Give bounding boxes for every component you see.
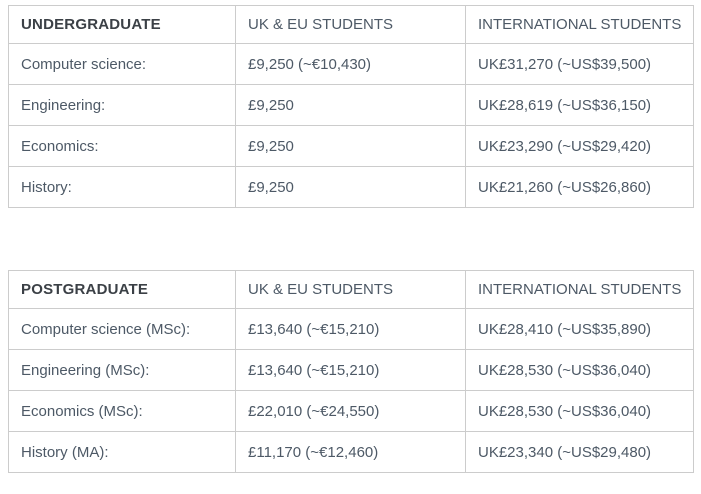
table-header-row: UNDERGRADUATE UK & EU STUDENTS INTERNATI…	[8, 5, 694, 44]
international-fee-cell: UK£28,530 (~US$36,040)	[465, 390, 694, 432]
table-row: Economics (MSc): £22,010 (~€24,550) UK£2…	[8, 390, 694, 432]
subject-cell: Engineering (MSc):	[8, 349, 236, 391]
subject-cell: History:	[8, 166, 236, 208]
table-row: History: £9,250 UK£21,260 (~US$26,860)	[8, 166, 694, 208]
uk-eu-fee-cell: £9,250	[235, 166, 466, 208]
tuition-fees-page: UNDERGRADUATE UK & EU STUDENTS INTERNATI…	[0, 5, 701, 494]
subject-cell: Economics (MSc):	[8, 390, 236, 432]
uk-eu-fee-cell: £11,170 (~€12,460)	[235, 431, 466, 473]
table-row: Engineering (MSc): £13,640 (~€15,210) UK…	[8, 349, 694, 391]
international-fee-cell: UK£28,530 (~US$36,040)	[465, 349, 694, 391]
subject-cell: Engineering:	[8, 84, 236, 126]
table-header-row: POSTGRADUATE UK & EU STUDENTS INTERNATIO…	[8, 270, 694, 309]
uk-eu-fee-cell: £9,250 (~€10,430)	[235, 43, 466, 85]
uk-eu-fee-cell: £9,250	[235, 84, 466, 126]
international-fee-cell: UK£31,270 (~US$39,500)	[465, 43, 694, 85]
uk-eu-fee-cell: £13,640 (~€15,210)	[235, 349, 466, 391]
subject-cell: Computer science:	[8, 43, 236, 85]
international-students-header: INTERNATIONAL STUDENTS	[465, 270, 694, 309]
international-fee-cell: UK£28,410 (~US$35,890)	[465, 308, 694, 350]
uk-eu-students-header: UK & EU STUDENTS	[235, 270, 466, 309]
table-row: Engineering: £9,250 UK£28,619 (~US$36,15…	[8, 84, 694, 126]
subject-cell: Computer science (MSc):	[8, 308, 236, 350]
uk-eu-fee-cell: £9,250	[235, 125, 466, 167]
international-students-header: INTERNATIONAL STUDENTS	[465, 5, 694, 44]
table-row: History (MA): £11,170 (~€12,460) UK£23,3…	[8, 431, 694, 473]
undergraduate-fees-table: UNDERGRADUATE UK & EU STUDENTS INTERNATI…	[8, 5, 694, 208]
table-row: Computer science: £9,250 (~€10,430) UK£3…	[8, 43, 694, 85]
international-fee-cell: UK£21,260 (~US$26,860)	[465, 166, 694, 208]
postgraduate-fees-table: POSTGRADUATE UK & EU STUDENTS INTERNATIO…	[8, 270, 694, 473]
table-row: Economics: £9,250 UK£23,290 (~US$29,420)	[8, 125, 694, 167]
subject-cell: History (MA):	[8, 431, 236, 473]
subject-cell: Economics:	[8, 125, 236, 167]
international-fee-cell: UK£28,619 (~US$36,150)	[465, 84, 694, 126]
uk-eu-fee-cell: £22,010 (~€24,550)	[235, 390, 466, 432]
postgraduate-header: POSTGRADUATE	[8, 270, 236, 309]
international-fee-cell: UK£23,290 (~US$29,420)	[465, 125, 694, 167]
undergraduate-header: UNDERGRADUATE	[8, 5, 236, 44]
uk-eu-students-header: UK & EU STUDENTS	[235, 5, 466, 44]
table-row: Computer science (MSc): £13,640 (~€15,21…	[8, 308, 694, 350]
uk-eu-fee-cell: £13,640 (~€15,210)	[235, 308, 466, 350]
international-fee-cell: UK£23,340 (~US$29,480)	[465, 431, 694, 473]
